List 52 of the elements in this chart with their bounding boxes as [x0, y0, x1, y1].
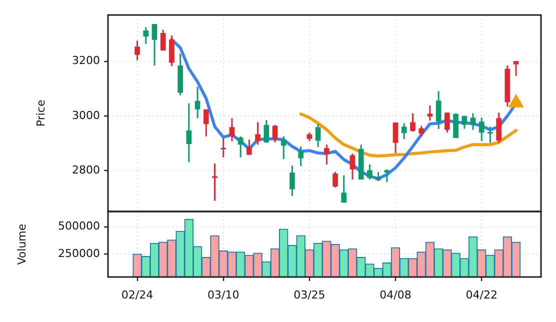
candlestick: [264, 119, 270, 144]
candlestick: [410, 112, 416, 132]
y-tick-label: 3000: [72, 108, 100, 122]
candlestick: [134, 40, 140, 62]
candlestick: [496, 112, 502, 144]
candlestick: [186, 102, 192, 164]
candlestick: [220, 137, 226, 158]
candlestick: [444, 112, 450, 134]
candlestick: [367, 164, 372, 180]
candlestick: [280, 136, 286, 160]
candlestick: [513, 60, 519, 77]
candlestick: [298, 146, 304, 167]
y-tick-label: 3200: [72, 54, 100, 68]
candlestick: [436, 90, 442, 130]
candlestick: [152, 23, 158, 66]
candlestick: [418, 125, 424, 138]
candlestick: [194, 86, 200, 119]
candlestick: [376, 171, 381, 182]
candlestick: [392, 122, 398, 154]
candlestick: [212, 162, 218, 202]
candlestick: [255, 121, 260, 146]
x-tick-label: 04/22: [466, 288, 498, 302]
x-tick-label: 03/10: [208, 288, 240, 302]
candlestick: [160, 28, 166, 52]
candlestick: [229, 117, 235, 142]
candlestick: [324, 144, 330, 166]
candlestick: [332, 171, 338, 188]
candlestick: [315, 123, 321, 148]
candlestick: [470, 112, 476, 131]
candlestick: [341, 174, 347, 204]
candlestick: [462, 115, 468, 130]
candlestick: [238, 136, 244, 158]
candlestick: [246, 138, 252, 156]
y-tick-label: 250000: [58, 246, 100, 260]
candlestick: [488, 126, 493, 144]
candlestick: [290, 164, 295, 197]
candlestick: [143, 26, 149, 45]
x-tick-label: 03/25: [294, 288, 326, 302]
x-tick-label: 02/24: [121, 288, 154, 302]
y-axis-title: Volume: [15, 224, 28, 265]
y-axis-title: Price: [34, 100, 48, 127]
y-tick-label: 500000: [58, 220, 100, 233]
candlestick: [203, 108, 209, 138]
candlestick: [401, 122, 407, 140]
candlestick: [427, 104, 433, 122]
candlestick: [350, 152, 356, 180]
candlestick: [478, 116, 484, 142]
candlestick: [169, 34, 174, 67]
candlestick: [272, 124, 278, 144]
candlestick: [384, 168, 390, 183]
y-tick-label: 2800: [72, 163, 100, 176]
x-tick-label: 04/08: [380, 288, 412, 302]
